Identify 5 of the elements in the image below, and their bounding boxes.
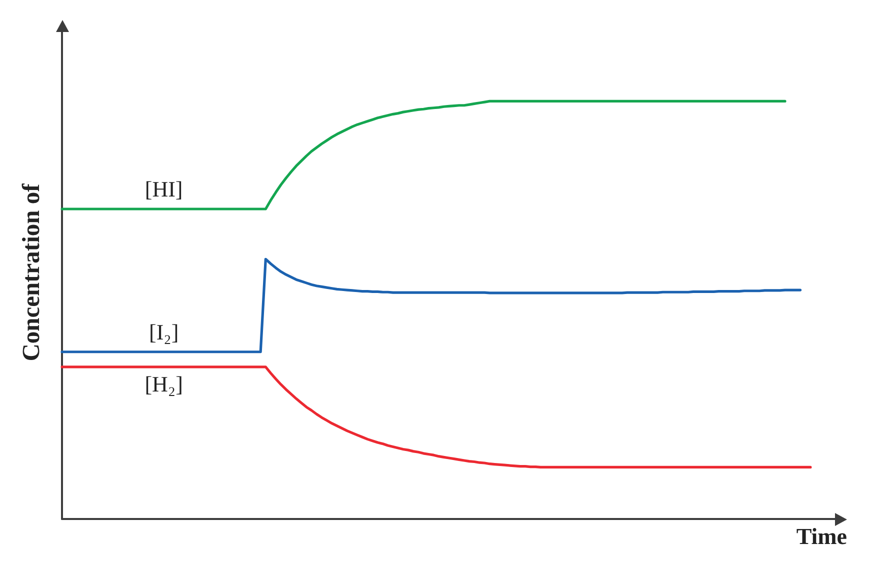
y-axis-title: Concentration of — [18, 182, 45, 362]
series-label: [I₂] — [149, 319, 179, 344]
series-label: [H₂] — [144, 371, 183, 396]
series-label: [HI] — [144, 176, 183, 202]
x-axis-title: Time — [796, 524, 847, 549]
